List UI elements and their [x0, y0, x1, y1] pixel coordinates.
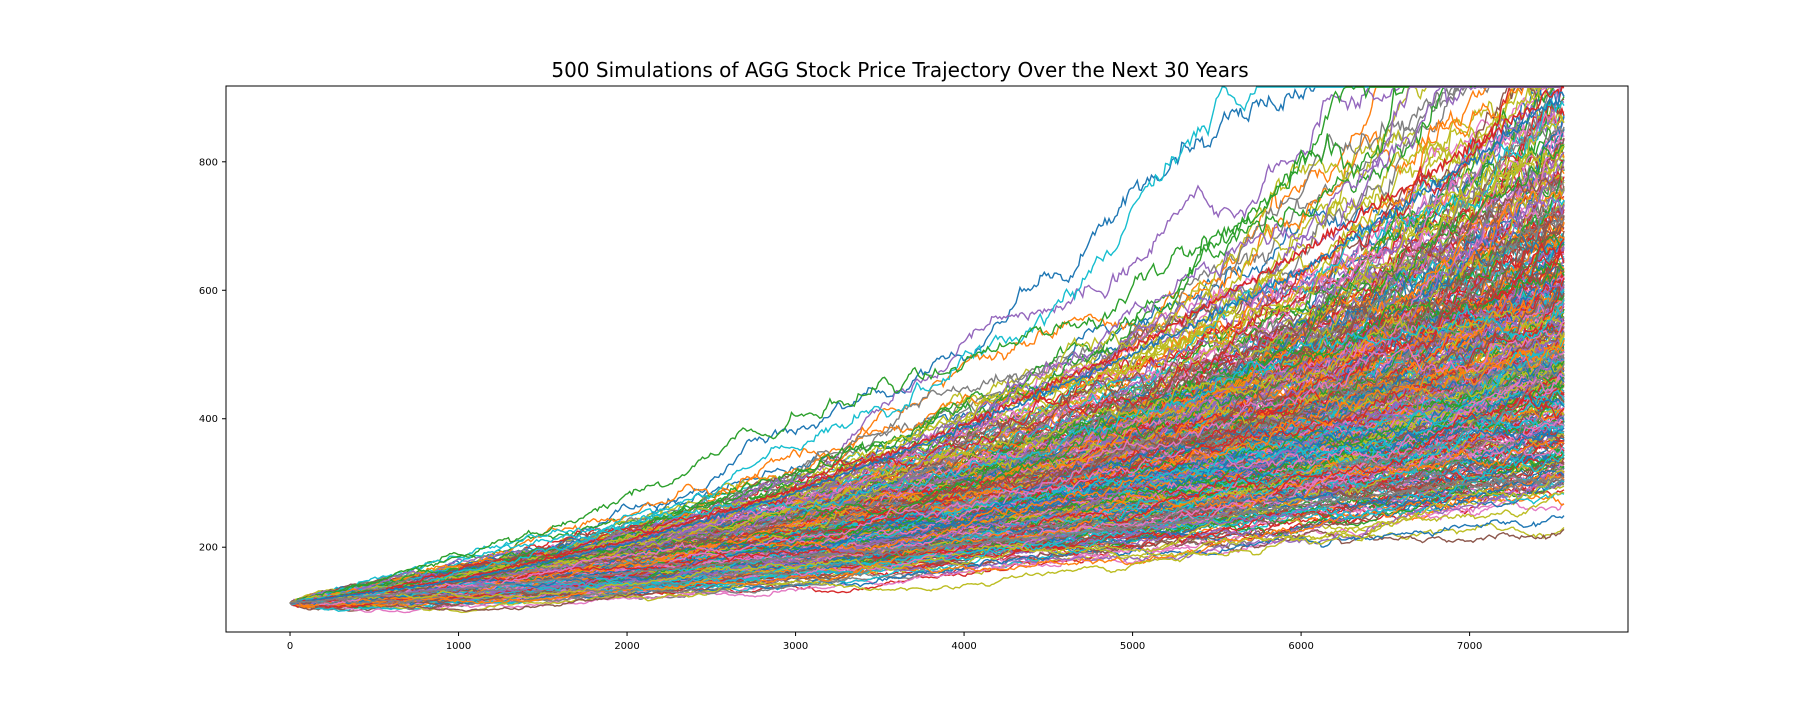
y-tick-label: 200	[199, 543, 218, 554]
simulation-line-highlight	[289, 85, 1565, 605]
x-tick-label: 5000	[1120, 641, 1145, 652]
simulation-line	[290, 86, 1564, 605]
plot-frame	[225, 85, 1629, 633]
simulation-line	[289, 388, 1565, 604]
y-tick-label: 400	[199, 414, 218, 425]
simulation-line	[289, 144, 1565, 604]
simulation-line	[289, 491, 1565, 614]
x-tick-label: 4000	[951, 641, 976, 652]
x-tick-label: 3000	[783, 641, 808, 652]
simulation-line	[289, 390, 1565, 606]
simulation-line	[289, 86, 1564, 604]
y-tick-label: 600	[199, 286, 218, 297]
x-tick-label: 1000	[446, 641, 471, 652]
simulation-lines	[289, 85, 1565, 614]
simulation-line	[289, 86, 1564, 605]
y-tick-label: 800	[199, 157, 218, 168]
x-axis: 0 1000 2000 3000 4000 5000 6000 7000	[287, 632, 1482, 652]
simulation-line	[289, 86, 1564, 604]
simulation-line	[289, 117, 1565, 605]
x-tick-label: 6000	[1288, 641, 1313, 652]
y-axis: 200 400 600 800	[199, 157, 226, 554]
simulation-line	[289, 310, 1565, 605]
simulation-line	[289, 363, 1565, 605]
simulation-line	[289, 357, 1565, 604]
simulation-line-highlight	[289, 476, 1565, 604]
x-tick-label: 2000	[614, 641, 639, 652]
simulation-line-highlight	[289, 91, 1565, 605]
simulation-line	[289, 350, 1565, 607]
x-tick-label: 7000	[1457, 641, 1482, 652]
simulation-line	[289, 285, 1565, 605]
x-tick-label: 0	[287, 641, 293, 652]
simulation-line	[289, 189, 1565, 606]
simulation-line	[289, 469, 1565, 604]
simulation-line	[289, 299, 1565, 605]
chart-title: 500 Simulations of AGG Stock Price Traje…	[551, 58, 1249, 82]
simulation-line	[289, 321, 1565, 606]
